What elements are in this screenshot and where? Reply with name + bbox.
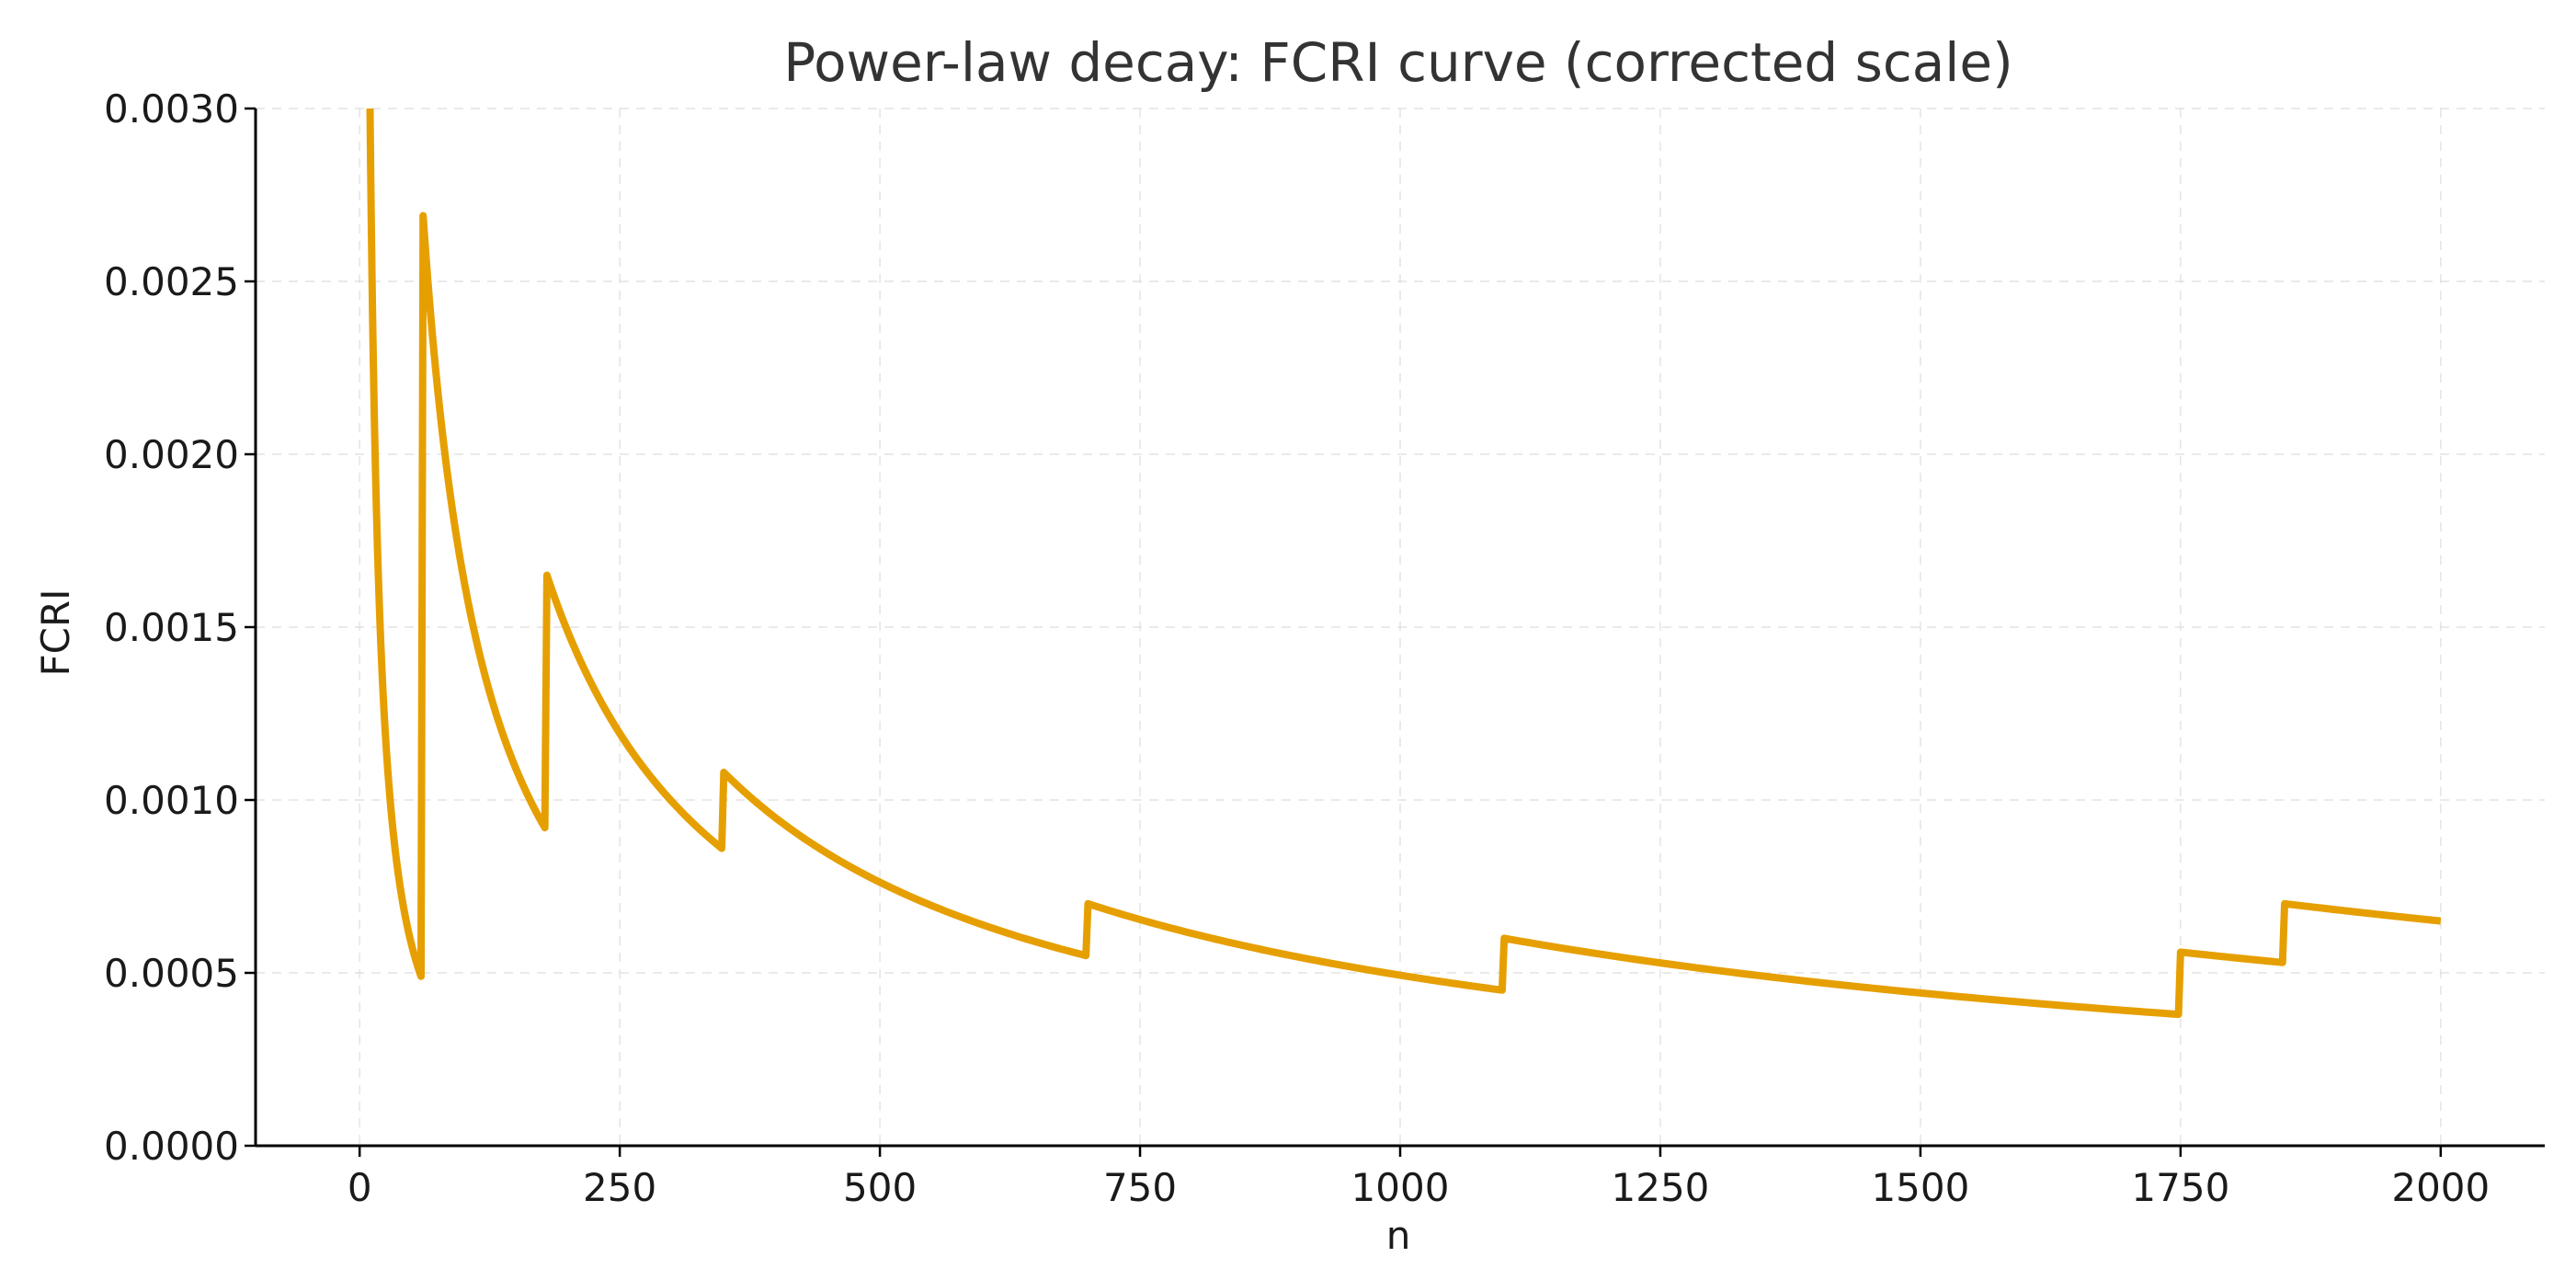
- x-tick-label: 500: [843, 1165, 917, 1210]
- x-tick-label: 1250: [1612, 1165, 1710, 1210]
- axes-layer: 0 250 500 750 1000 1250 1500 1750 2000 0.0000 0.00…: [104, 86, 2545, 1210]
- fcri-series-line: [366, 108, 2443, 1019]
- x-tick-label: 2000: [2391, 1165, 2490, 1210]
- y-tick-label: 0.0025: [104, 259, 239, 304]
- line-layer: [366, 108, 2443, 1019]
- x-tick-label: 250: [583, 1165, 656, 1210]
- x-tick-label: 1000: [1351, 1165, 1450, 1210]
- x-tick-label: 1500: [1871, 1165, 1969, 1210]
- x-axis-label: n: [1386, 1213, 1411, 1258]
- y-tick-label: 0.0010: [104, 778, 239, 823]
- x-tick-label: 1750: [2131, 1165, 2229, 1210]
- y-tick-label: 0.0030: [104, 86, 239, 131]
- y-axis-label: FCRI: [33, 589, 78, 676]
- grid-layer: [256, 108, 2545, 1147]
- x-tick-label: 0: [348, 1165, 372, 1210]
- x-tick-label: 750: [1103, 1165, 1177, 1210]
- y-tick-label: 0.0000: [104, 1124, 239, 1169]
- y-tick-label: 0.0020: [104, 432, 239, 477]
- chart-title: Power-law decay: FCRI curve (corrected s…: [783, 31, 2012, 94]
- y-tick-label: 0.0005: [104, 951, 239, 996]
- y-tick-label: 0.0015: [104, 605, 239, 650]
